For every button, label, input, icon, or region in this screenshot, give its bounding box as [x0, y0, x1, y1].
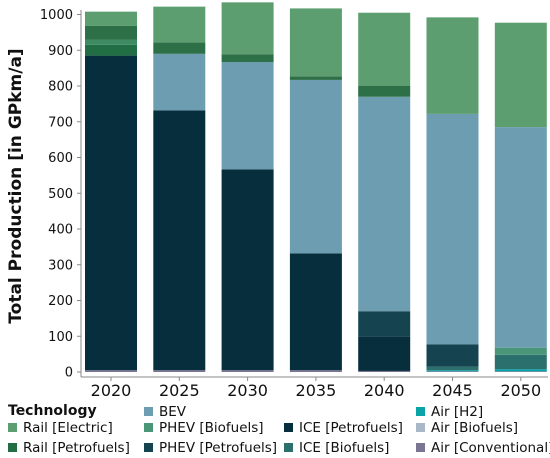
bar-segment-2040-bev: [358, 96, 411, 312]
bar-segment-2045-air-conventional: [426, 371, 479, 372]
bar-segment-2050-rail-electric: [494, 22, 547, 128]
bar-segment-2035-rail-mixed: [289, 76, 342, 80]
y-tick-label: 500: [48, 187, 73, 202]
bar-segment-2035-bev: [289, 79, 342, 254]
legend-swatch: [416, 423, 425, 432]
legend-label: Rail [Electric]: [23, 419, 113, 436]
legend-label: PHEV [Biofuels]: [159, 419, 264, 436]
bar-segment-2030-ice-petrofuels: [221, 169, 274, 371]
bar-segment-2035-rail-electric: [289, 8, 342, 77]
y-tick-label: 0: [65, 366, 73, 381]
bar-segment-2040-rail-electric: [358, 12, 411, 86]
bar-segment-2030-rail-electric: [221, 2, 274, 55]
bar-segment-2025-rail-electric: [153, 6, 206, 43]
legend-swatch: [8, 423, 17, 432]
legend-item: PHEV [Biofuels]: [144, 419, 264, 436]
bars-layer: [85, 2, 547, 372]
y-tick-label: 300: [48, 258, 73, 273]
y-tick-label: 100: [48, 330, 73, 345]
bar-segment-2025-rail-mixed: [153, 42, 206, 54]
x-tick-label: 2030: [227, 381, 268, 400]
legend-swatch: [284, 423, 293, 432]
legend-item: ICE [Petrofuels]: [284, 419, 403, 436]
x-tick-label: 2050: [500, 381, 541, 400]
legend-label: Rail [Petrofuels]: [23, 439, 130, 456]
x-axis: 2020 2025 2030 2035 2040 2045 2050: [81, 376, 548, 400]
bar-segment-2020-air-conventional: [85, 370, 137, 372]
y-tick-label: 800: [48, 80, 73, 95]
bar-segment-2040-ice-petrofuels: [358, 336, 411, 371]
bar-segment-2035-ice-petrofuels: [289, 253, 342, 371]
legend: Technology Rail [Electric] Rail [Petrofue…: [4, 401, 550, 458]
legend-label: PHEV [Petrofuels]: [159, 439, 278, 456]
x-tick-label: 2040: [364, 381, 405, 400]
bar-segment-2020-rail-mixed: [85, 25, 137, 40]
legend-swatch: [144, 407, 153, 416]
legend-label: BEV: [159, 403, 187, 420]
bar-segment-2045-bev: [426, 113, 479, 345]
legend-item: ICE [Biofuels]: [284, 439, 389, 456]
legend-item: PHEV [Petrofuels]: [144, 439, 277, 456]
legend-label: Air [Biofuels]: [431, 419, 519, 436]
bar-segment-2020-rail-electric: [85, 11, 137, 26]
y-tick-label: 700: [48, 115, 73, 130]
y-tick-label: 600: [48, 151, 73, 166]
y-tick-label: 1000: [40, 8, 73, 23]
bar-segment-2040-rail-mixed: [358, 86, 411, 97]
y-axis-label: Total Production [in GPkm/a]: [6, 48, 26, 323]
y-tick-label: 200: [48, 294, 73, 309]
x-tick-label: 2020: [91, 381, 132, 400]
legend-item: Rail [Electric]: [8, 419, 113, 436]
legend-item: Air [H2]: [416, 403, 483, 420]
legend-swatch: [416, 407, 425, 416]
legend-swatch: [416, 443, 425, 452]
bar-segment-2025-air-conventional: [153, 370, 206, 372]
bar-segment-2030-bev: [221, 62, 274, 170]
legend-item: Rail [Petrofuels]: [8, 439, 130, 456]
bar-segment-2020-rail-petrofuels: [85, 44, 137, 56]
legend-label: Air [H2]: [431, 403, 484, 420]
x-tick-label: 2025: [159, 381, 200, 400]
bar-segment-2030-air-conventional: [221, 370, 274, 372]
bar-segment-2045-phev-petrofuels: [426, 344, 479, 367]
legend-label: ICE [Petrofuels]: [299, 419, 403, 436]
legend-item: BEV: [144, 403, 186, 420]
bar-segment-2045-air-h2: [426, 370, 479, 372]
legend-label: ICE [Biofuels]: [299, 439, 390, 456]
bar-segment-2050-bev: [494, 127, 547, 348]
bar-segment-2025-bev: [153, 53, 206, 111]
bar-segment-2045-rail-electric: [426, 17, 479, 114]
bar-segment-2045-ice-biofuels: [426, 366, 479, 371]
bar-segment-2050-air-conventional: [494, 371, 547, 372]
legend-swatch: [284, 443, 293, 452]
legend-swatch: [144, 443, 153, 452]
legend-item: Air [Biofuels]: [416, 419, 518, 436]
bar-segment-2020-ice-petrofuels: [85, 55, 137, 371]
bar-segment-2050-phev-biofuels: [494, 347, 547, 355]
bar-segment-2020-rail-biofuels: [85, 39, 137, 45]
bar-segment-2035-air-conventional: [289, 370, 342, 372]
legend-item: Air [Conventional]: [416, 439, 550, 456]
bar-segment-2025-ice-petrofuels: [153, 110, 206, 371]
legend-title: Technology: [8, 403, 97, 419]
legend-swatch: [8, 443, 17, 452]
bar-segment-2050-ice-biofuels: [494, 354, 547, 370]
y-axis: 0 100 200 300 400 500 600 700 800 900 1000: [40, 8, 82, 381]
bar-segment-2040-phev-petrofuels: [358, 311, 411, 337]
y-tick-label: 900: [48, 44, 73, 59]
x-tick-label: 2035: [296, 381, 337, 400]
legend-label: Air [Conventional]: [431, 439, 550, 456]
bar-segment-2050-air-h2: [494, 369, 547, 372]
bar-segment-2040-air-conventional: [358, 370, 411, 372]
y-tick-label: 400: [48, 223, 73, 238]
x-tick-label: 2045: [432, 381, 473, 400]
bar-segment-2030-rail-mixed: [221, 54, 274, 63]
legend-swatch: [144, 423, 153, 432]
